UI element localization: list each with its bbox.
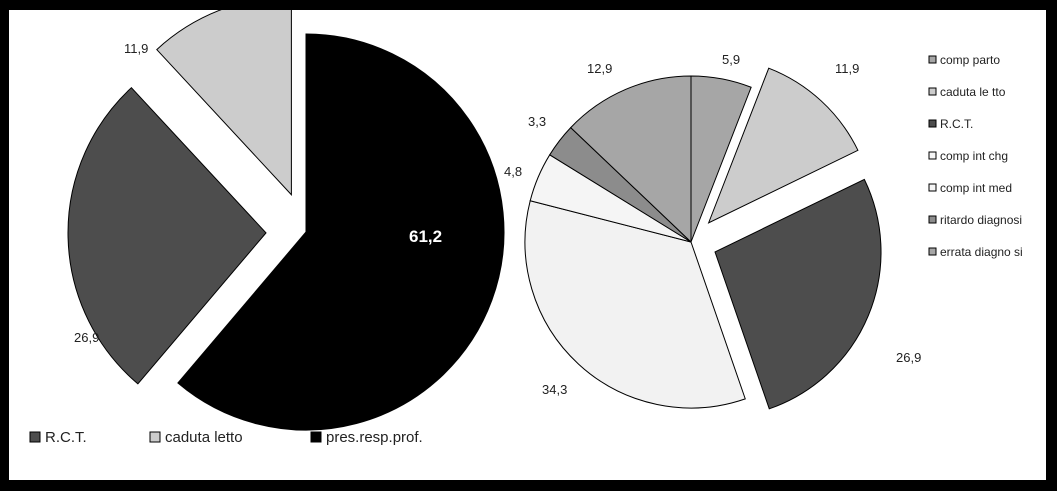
pie-chart-1: 61,2 26,9 11,9 [67, 10, 505, 431]
legend-swatch-r-c-t [29, 431, 41, 443]
pie-chart-2: 5,9 11,9 26,9 34,3 4,8 3,3 12,9 [504, 52, 921, 410]
pie2-label-errata-diagnosi: 12,9 [587, 61, 612, 76]
legend-right-label-ritardo-diagnosi: ritardo diagnosi [940, 213, 1022, 227]
legend-swatch-caduta-letto [149, 431, 161, 443]
legend-right-label-comp-parto: comp parto [940, 53, 1000, 67]
legend-bottom: R.C.T. caduta letto pres.resp.prof. [29, 429, 423, 446]
pie1-label-pres-resp-prof: 61,2 [409, 227, 442, 246]
legend-right-swatch-ritardo-diagnosi [928, 215, 937, 224]
legend-right-swatch-comp-int-chg [928, 151, 937, 160]
legend-right-swatch-errata-diagno-si [928, 247, 937, 256]
pie2-label-ritardo-diagnosi: 3,3 [528, 114, 546, 129]
legend-right-label-comp-int-chg: comp int chg [940, 149, 1008, 163]
pie2-label-comp-int-chg: 4,8 [504, 164, 522, 179]
legend-label-caduta-letto: caduta letto [165, 429, 243, 446]
pie2-label-caduta-letto: 11,9 [835, 61, 859, 76]
legend-label-pres-resp-prof: pres.resp.prof. [326, 429, 423, 446]
pie2-label-comp-parto: 5,9 [722, 52, 740, 67]
legend-right-swatch-comp-parto [928, 55, 937, 64]
legend-right-label-errata-diagno-si: errata diagno si [940, 245, 1023, 259]
pie2-slice-caduta-letto [707, 67, 859, 224]
legend-right-swatch-caduta-le-tto [928, 87, 937, 96]
legend-right-label-r-c-t: R.C.T. [940, 117, 973, 131]
pie1-slice-pres-resp-prof [177, 33, 505, 431]
pie1-label-r-c-t: 26,9 [74, 330, 99, 345]
legend-swatch-pres-resp-prof [310, 431, 322, 443]
pie2-label-comp-int-med: 34,3 [542, 382, 567, 397]
pie2-slice-r-c-t [714, 178, 882, 410]
legend-right: comp parto caduta le tto R.C.T. comp int ch… [928, 53, 1023, 259]
pie2-label-r-c-t: 26,9 [896, 350, 921, 365]
legend-label-r-c-t: R.C.T. [45, 429, 87, 446]
pie-charts-svg: 61,2 26,9 11,9 5,9 11,9 26,9 34,3 4,8 3,3 12,9 R… [29, 10, 1023, 446]
legend-right-label-comp-int-med: comp int med [940, 181, 1012, 195]
legend-right-label-caduta-le-tto: caduta le tto [940, 85, 1006, 99]
pie1-slice-r-c-t [67, 86, 267, 385]
chart-frame: 61,2 26,9 11,9 5,9 11,9 26,9 34,3 4,8 3,3 12,9 R… [9, 10, 1046, 482]
pie2-slice-errata-diagnosi [570, 75, 692, 244]
legend-right-swatch-r-c-t [928, 119, 937, 128]
pie2-slice-comp-int-med [524, 200, 746, 409]
pie1-label-caduta-letto: 11,9 [124, 41, 148, 56]
legend-right-swatch-comp-int-med [928, 183, 937, 192]
pie1-slice-caduta-letto [156, 10, 292, 197]
